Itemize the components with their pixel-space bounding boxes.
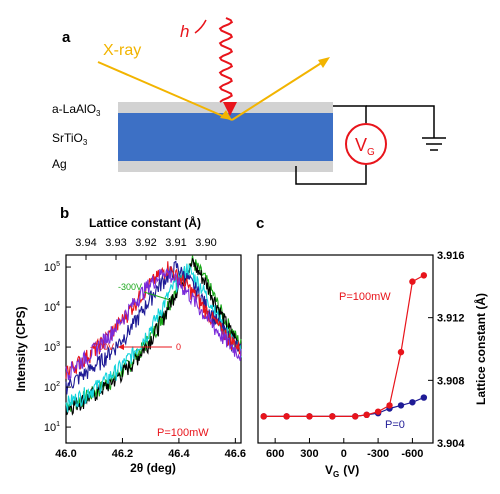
circuit-wire-top — [333, 105, 367, 126]
panel-b-x-axis: 46.0 46.2 46.4 46.6 — [55, 438, 246, 460]
c-data-point — [363, 411, 370, 418]
c-y-tick-label: 3.904 — [437, 438, 465, 450]
b-y-tick-label: 105 — [44, 261, 60, 274]
annot-arrowhead — [118, 344, 124, 350]
gate-voltage-label: VG — [355, 135, 375, 158]
b-x-tick-label: 46.0 — [55, 448, 76, 460]
b-x-tick-label: 46.4 — [168, 448, 190, 460]
panel-c-y-axis: 3.904 3.908 3.912 3.916 — [428, 250, 465, 450]
b-top-tick-label: 3.93 — [105, 237, 126, 249]
b-x-tick-label: 46.2 — [112, 448, 133, 460]
panel-b-ylabel: Intensity (CPS) — [14, 306, 28, 391]
annot-minus300: -300V — [118, 282, 142, 292]
annot-minus700: -700V — [90, 342, 114, 352]
panel-c-frame — [257, 254, 434, 444]
c-y-tick-label: 3.908 — [437, 375, 465, 387]
b-top-tick-label: 3.90 — [195, 237, 216, 249]
b-top-tick-label: 3.94 — [75, 237, 96, 249]
c-x-tick-label: 0 — [341, 448, 347, 460]
annot-minus300-arrow — [143, 291, 171, 301]
layer-label-ag: Ag — [52, 157, 67, 171]
panel-c-label-red: P=100mW — [339, 291, 391, 303]
b-top-tick-label: 3.92 — [135, 237, 156, 249]
annot-zero: 0 — [176, 342, 181, 352]
c-x-tick-label: -300 — [367, 448, 389, 460]
panel-c-series — [260, 272, 428, 420]
c-data-point — [352, 413, 359, 420]
xray-arrowhead-out — [318, 57, 330, 68]
c-y-tick-label: 3.912 — [437, 313, 465, 325]
b-y-tick-exp: 3 — [56, 341, 60, 348]
panel-b-y-axis: 101 102 103 104 105 — [44, 261, 71, 434]
panel-b-label: b — [60, 205, 69, 222]
panel-b-top-axis-title: Lattice constant (Å) — [89, 215, 201, 230]
b-series-line — [65, 258, 242, 416]
c-data-point — [397, 348, 405, 356]
panel-c-label: c — [256, 215, 264, 232]
layer-label-srtio3: SrTiO3 — [52, 131, 88, 147]
c-data-point — [283, 413, 290, 420]
c-data-point — [386, 402, 393, 409]
panel-c-label-blue: P=0 — [385, 419, 405, 431]
c-x-tick-label: 600 — [266, 448, 284, 460]
xray-label: X-ray — [103, 42, 141, 59]
b-y-tick-exp: 1 — [56, 421, 60, 428]
circuit-wire-bottom — [295, 162, 367, 185]
panel-a-label: a — [62, 29, 71, 46]
b-y-tick-label: 101 — [44, 421, 60, 434]
c-data-point — [420, 394, 428, 401]
h-nu-label: h — [180, 22, 189, 41]
panel-c-x-axis: 600 300 0 -300 -600 — [266, 438, 423, 460]
c-data-point — [306, 413, 313, 420]
panel-c-ylabel: Lattice constant (Å) — [473, 293, 488, 405]
c-data-point — [420, 272, 428, 279]
panel-b-top-axis: 3.94 3.93 3.92 3.91 3.90 — [75, 237, 217, 260]
panel-b-series — [65, 255, 242, 416]
b-y-tick-exp: 4 — [56, 301, 60, 308]
c-x-tick-label: 300 — [300, 448, 318, 460]
b-y-tick-exp: 5 — [56, 261, 60, 268]
photon-wave — [218, 17, 234, 103]
layer-label-laalo3: a-LaAlO3 — [52, 102, 101, 118]
c-data-point — [329, 413, 336, 420]
voltage-source-circle — [345, 123, 387, 165]
panel-b-xlabel: 2θ (deg) — [130, 461, 176, 475]
b-series-line — [65, 263, 242, 413]
xray-reflected-beam — [231, 59, 327, 121]
b-y-tick-exp: 2 — [56, 381, 60, 388]
b-series-line — [65, 267, 242, 381]
nu-symbol — [194, 19, 207, 34]
c-data-point — [409, 399, 416, 406]
b-top-tick-label: 3.91 — [165, 237, 186, 249]
c-data-point — [409, 278, 416, 285]
panel-c-xlabel: VG (V) — [325, 463, 359, 479]
b-y-tick-label: 103 — [44, 341, 60, 354]
photon-arrowhead — [223, 102, 237, 116]
c-data-point — [260, 413, 267, 420]
panel-b-power-label: P=100mW — [157, 427, 209, 439]
c-data-point — [374, 408, 382, 415]
c-y-tick-label: 3.916 — [437, 250, 465, 262]
xray-arrowhead-in — [220, 110, 232, 120]
srtio3-layer — [118, 113, 333, 161]
xray-incident-beam — [97, 61, 233, 121]
b-y-tick-label: 104 — [44, 301, 60, 314]
c-x-tick-label: -600 — [401, 448, 423, 460]
ground-wire — [366, 105, 435, 138]
b-x-tick-label: 46.6 — [225, 448, 246, 460]
b-y-tick-label: 102 — [44, 381, 60, 394]
c-data-point — [397, 402, 405, 409]
